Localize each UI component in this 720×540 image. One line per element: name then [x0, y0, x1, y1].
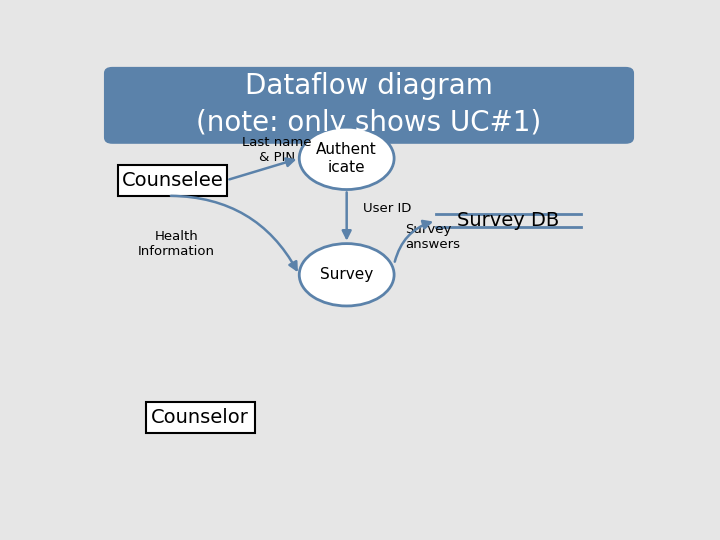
Text: Survey: Survey	[320, 267, 373, 282]
Text: Survey DB: Survey DB	[457, 211, 559, 230]
Text: Authent
icate: Authent icate	[316, 142, 377, 174]
FancyBboxPatch shape	[118, 165, 227, 196]
FancyBboxPatch shape	[104, 67, 634, 144]
Ellipse shape	[300, 244, 394, 306]
Text: Last name
& PIN: Last name & PIN	[242, 136, 312, 164]
Text: Counselee: Counselee	[122, 171, 223, 190]
Text: Health
Information: Health Information	[138, 230, 215, 258]
Text: Dataflow diagram
(note: only shows UC#1): Dataflow diagram (note: only shows UC#1)	[197, 72, 541, 137]
Text: Counselor: Counselor	[151, 408, 249, 427]
Text: Survey
answers: Survey answers	[405, 224, 460, 251]
FancyBboxPatch shape	[145, 402, 255, 433]
Ellipse shape	[300, 127, 394, 190]
Text: User ID: User ID	[364, 202, 412, 215]
